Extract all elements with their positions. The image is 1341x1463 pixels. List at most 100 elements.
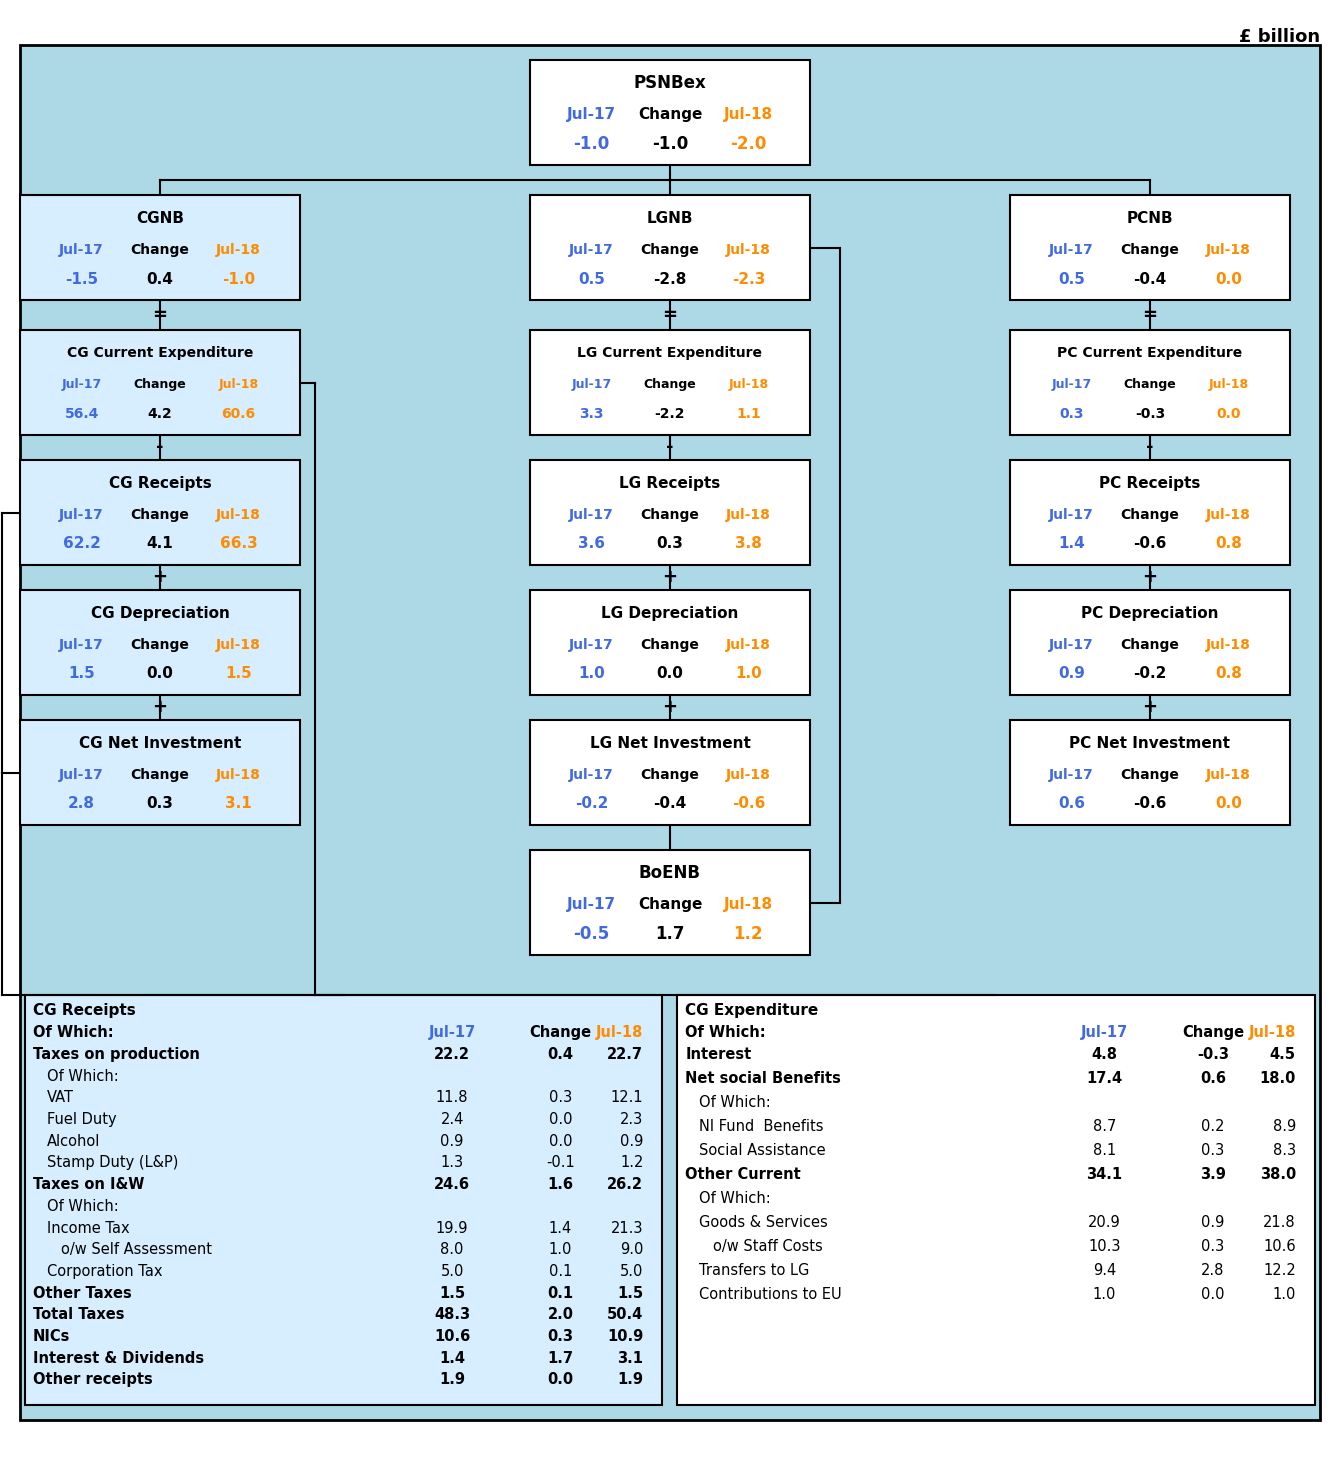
Text: 2.3: 2.3 <box>620 1112 644 1127</box>
Text: Jul-18: Jul-18 <box>728 377 768 391</box>
Text: +: + <box>662 698 677 717</box>
Text: Other receipts: Other receipts <box>34 1372 153 1387</box>
Text: 4.5: 4.5 <box>1270 1048 1295 1062</box>
Text: Fuel Duty: Fuel Duty <box>47 1112 117 1127</box>
Text: 48.3: 48.3 <box>434 1308 471 1323</box>
Text: 10.9: 10.9 <box>607 1328 644 1344</box>
Text: 0.1: 0.1 <box>547 1286 574 1301</box>
Text: +: + <box>1143 569 1157 587</box>
Text: -0.6: -0.6 <box>1133 796 1167 812</box>
Text: 1.4: 1.4 <box>1058 537 1085 552</box>
Text: Jul-17: Jul-17 <box>1081 1026 1128 1040</box>
Text: -0.1: -0.1 <box>546 1156 575 1170</box>
Text: 0.6: 0.6 <box>1200 1071 1226 1086</box>
Text: 8.7: 8.7 <box>1093 1119 1116 1134</box>
Text: -0.4: -0.4 <box>653 796 687 812</box>
Text: 0.0: 0.0 <box>1202 1287 1224 1302</box>
Text: 0.5: 0.5 <box>578 272 605 287</box>
Text: 0.0: 0.0 <box>1216 407 1240 421</box>
Text: 8.3: 8.3 <box>1273 1143 1295 1159</box>
Text: 0.0: 0.0 <box>547 1372 574 1387</box>
Text: Jul-17: Jul-17 <box>1049 638 1094 651</box>
Text: Jul-17: Jul-17 <box>59 243 105 256</box>
Text: -2.3: -2.3 <box>732 272 766 287</box>
Text: 3.1: 3.1 <box>617 1350 644 1366</box>
Text: 8.9: 8.9 <box>1273 1119 1295 1134</box>
Text: Jul-18: Jul-18 <box>1248 1026 1295 1040</box>
Text: Change: Change <box>130 508 189 522</box>
Text: 10.6: 10.6 <box>1263 1239 1295 1254</box>
Bar <box>530 590 810 695</box>
Text: CGNB: CGNB <box>135 211 184 225</box>
Text: 0.0: 0.0 <box>548 1134 573 1148</box>
Text: Goods & Services: Goods & Services <box>700 1214 829 1230</box>
Text: =: = <box>153 306 168 323</box>
Text: +: + <box>662 569 677 587</box>
Text: 4.2: 4.2 <box>148 407 173 421</box>
Text: 5.0: 5.0 <box>440 1264 464 1279</box>
Text: 0.3: 0.3 <box>1202 1239 1224 1254</box>
Text: Change: Change <box>641 638 700 651</box>
Text: 1.4: 1.4 <box>439 1350 465 1366</box>
Text: -2.8: -2.8 <box>653 272 687 287</box>
Text: 0.4: 0.4 <box>547 1048 574 1062</box>
Text: Change: Change <box>530 1026 591 1040</box>
Text: CG Depreciation: CG Depreciation <box>91 606 229 620</box>
Text: 12.2: 12.2 <box>1263 1263 1295 1279</box>
Text: 12.1: 12.1 <box>610 1090 644 1106</box>
Text: Change: Change <box>638 107 703 121</box>
Text: o/w Staff Costs: o/w Staff Costs <box>713 1239 823 1254</box>
Bar <box>20 331 300 435</box>
Text: Change: Change <box>641 243 700 256</box>
Text: Total Taxes: Total Taxes <box>34 1308 125 1323</box>
Text: -2.0: -2.0 <box>731 135 767 154</box>
Text: Change: Change <box>1181 1026 1244 1040</box>
Text: 2.8: 2.8 <box>68 796 95 812</box>
Text: Jul-17: Jul-17 <box>59 508 105 522</box>
Text: Jul-18: Jul-18 <box>219 377 259 391</box>
Text: Jul-18: Jul-18 <box>216 638 261 651</box>
Text: Jul-17: Jul-17 <box>1051 377 1092 391</box>
Text: Jul-17: Jul-17 <box>59 638 105 651</box>
Text: 1.1: 1.1 <box>736 407 760 421</box>
Text: -0.6: -0.6 <box>1133 537 1167 552</box>
Text: Of Which:: Of Which: <box>47 1198 119 1214</box>
Text: 2.8: 2.8 <box>1202 1263 1224 1279</box>
Text: 22.7: 22.7 <box>607 1048 644 1062</box>
Text: -0.2: -0.2 <box>1133 667 1167 682</box>
Text: 3.3: 3.3 <box>579 407 603 421</box>
Bar <box>1010 331 1290 435</box>
Bar <box>530 720 810 825</box>
Text: 1.7: 1.7 <box>656 925 685 944</box>
Text: 0.3: 0.3 <box>1202 1143 1224 1159</box>
Text: 5.0: 5.0 <box>620 1264 644 1279</box>
Text: 4.8: 4.8 <box>1092 1048 1117 1062</box>
Bar <box>677 995 1316 1404</box>
Text: Jul-18: Jul-18 <box>1206 638 1251 651</box>
Text: Change: Change <box>130 768 189 781</box>
Text: 34.1: 34.1 <box>1086 1167 1122 1182</box>
Text: Change: Change <box>641 508 700 522</box>
Bar <box>1010 195 1290 300</box>
Text: -0.3: -0.3 <box>1198 1048 1228 1062</box>
Text: CG Net Investment: CG Net Investment <box>79 736 241 751</box>
Text: Of Which:: Of Which: <box>34 1026 114 1040</box>
Text: Jul-18: Jul-18 <box>216 243 261 256</box>
Text: 3.9: 3.9 <box>1200 1167 1226 1182</box>
Text: Of Which:: Of Which: <box>685 1026 766 1040</box>
Text: PSNBex: PSNBex <box>634 75 707 92</box>
Text: Jul-17: Jul-17 <box>571 377 611 391</box>
Text: -0.4: -0.4 <box>1133 272 1167 287</box>
Text: 0.3: 0.3 <box>548 1090 573 1106</box>
Text: Jul-18: Jul-18 <box>1206 508 1251 522</box>
Bar <box>1010 459 1290 565</box>
Text: 10.3: 10.3 <box>1089 1239 1121 1254</box>
Text: 0.0: 0.0 <box>1215 796 1242 812</box>
Text: 1.0: 1.0 <box>548 1242 573 1257</box>
Text: Corporation Tax: Corporation Tax <box>47 1264 162 1279</box>
Text: Income Tax: Income Tax <box>47 1220 130 1236</box>
Text: CG Receipts: CG Receipts <box>34 1004 135 1018</box>
Text: Jul-17: Jul-17 <box>567 107 616 121</box>
Text: Change: Change <box>1121 638 1180 651</box>
Text: 62.2: 62.2 <box>63 537 101 552</box>
